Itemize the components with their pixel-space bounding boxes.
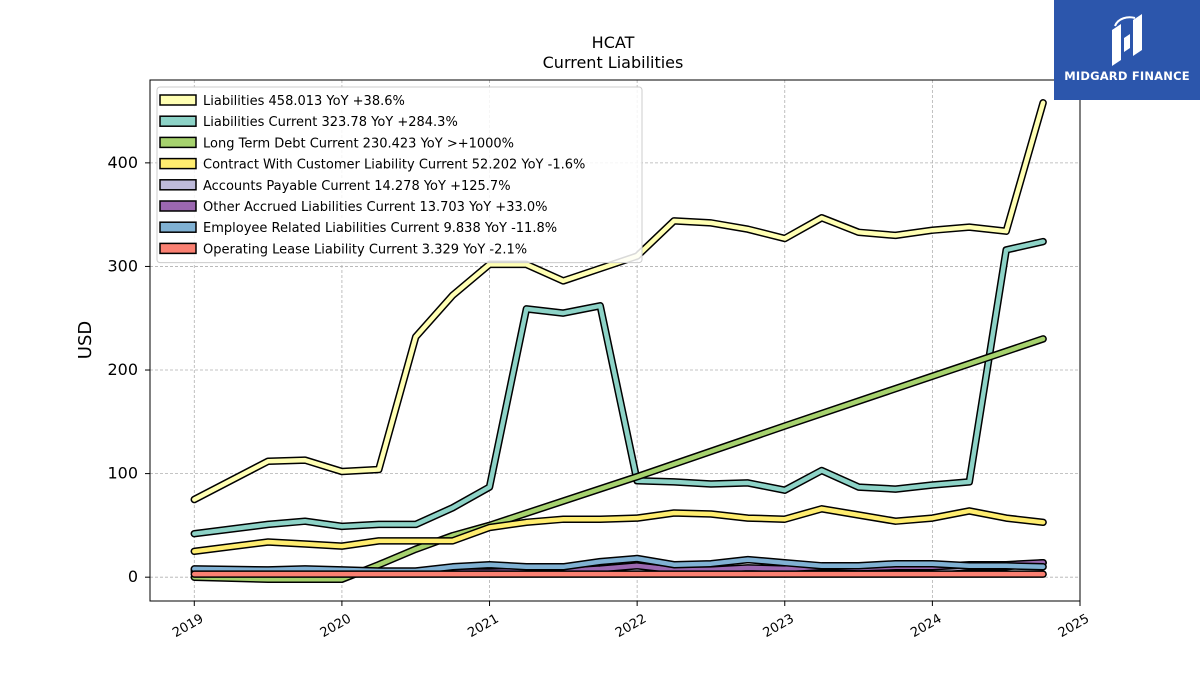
y-tick-label: 300 — [107, 256, 138, 275]
legend-swatch-5 — [159, 200, 197, 212]
legend-label-4: Accounts Payable Current 14.278 YoY +125… — [203, 179, 511, 194]
series-line-3 — [192, 506, 1046, 554]
brand-logo: MIDGARD FINANCE — [1054, 0, 1200, 100]
legend-label-1: Liabilities Current 323.78 YoY +284.3% — [203, 115, 458, 130]
chart-title: HCAT — [592, 33, 635, 52]
x-tick-label: 2024 — [908, 611, 944, 641]
legend-box — [156, 86, 643, 264]
x-tick-label: 2019 — [170, 611, 206, 641]
legend-label-5: Other Accrued Liabilities Current 13.703… — [203, 200, 548, 215]
series-line-1 — [192, 239, 1046, 536]
legend-label-6: Employee Related Liabilities Current 9.8… — [203, 221, 557, 236]
y-tick-label: 100 — [107, 464, 138, 483]
y-axis-label: USD — [75, 321, 96, 359]
legend-swatch-3 — [159, 157, 197, 170]
legend-swatch-4 — [159, 179, 197, 191]
midgard-logo-icon — [1112, 14, 1142, 66]
x-tick-label: 2021 — [465, 611, 501, 641]
y-tick-label: 200 — [107, 360, 138, 379]
y-tick-label: 400 — [107, 153, 138, 172]
legend-label-0: Liabilities 458.013 YoY +38.6% — [203, 94, 405, 109]
legend-swatch-2 — [159, 136, 197, 149]
legend-swatch-7 — [159, 242, 197, 255]
legend-swatch-1 — [159, 115, 197, 127]
y-tick-label: 0 — [128, 567, 138, 586]
legend-label-3: Contract With Customer Liability Current… — [203, 158, 585, 173]
plot-frame — [149, 79, 1081, 602]
chart-subtitle: Current Liabilities — [543, 53, 684, 72]
legend-label-2: Long Term Debt Current 230.423 YoY >+100… — [203, 136, 514, 151]
legend-swatch-0 — [159, 94, 197, 106]
x-tick-label: 2020 — [318, 611, 354, 641]
legend-swatch-6 — [159, 221, 197, 233]
legend: Liabilities 458.013 YoY +38.6% Liabilitie… — [156, 86, 643, 264]
x-tick-label: 2025 — [1056, 611, 1092, 641]
logo-text: MIDGARD FINANCE — [1064, 69, 1190, 83]
x-tick-label: 2022 — [613, 611, 649, 641]
legend-label-7: Operating Lease Liability Current 3.329 … — [203, 242, 527, 257]
x-tick-label: 2023 — [761, 611, 797, 641]
